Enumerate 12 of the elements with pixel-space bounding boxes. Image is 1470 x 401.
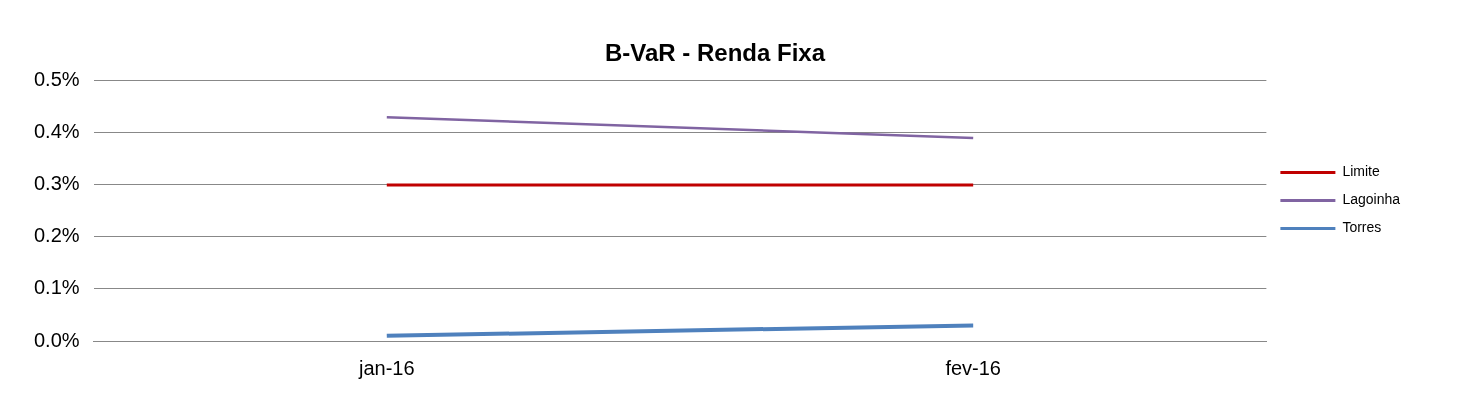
legend-label: Limite	[1342, 163, 1380, 180]
legend-label: Torres	[1342, 219, 1382, 236]
y-tick-label: 0.4%	[33, 120, 80, 143]
x-tick-label: fev-16	[945, 356, 1001, 379]
y-tick-label: 0.0%	[33, 328, 80, 351]
chart-title: B-VaR - Renda Fixa	[604, 39, 826, 67]
y-tick-label: 0.1%	[33, 276, 80, 299]
legend-label: Lagoinha	[1342, 191, 1401, 208]
x-tick-label: jan-16	[357, 356, 415, 379]
y-tick-label: 0.2%	[33, 224, 80, 247]
y-tick-label: 0.5%	[33, 68, 80, 91]
y-tick-label: 0.3%	[33, 172, 80, 195]
